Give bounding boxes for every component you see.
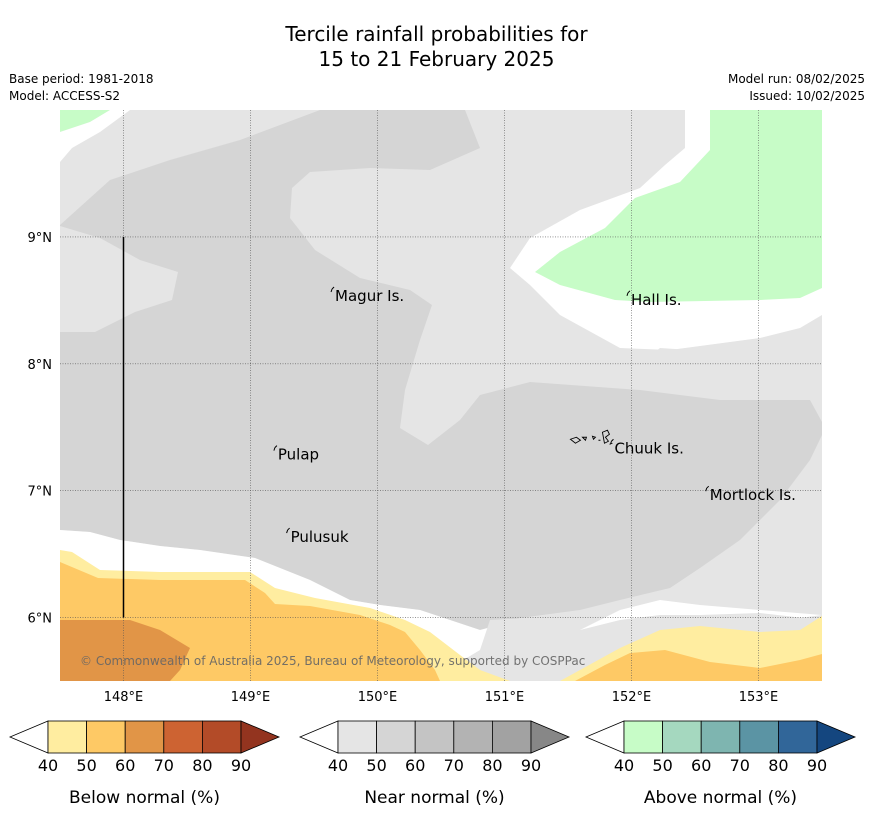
lon-tick-label: 151°E (485, 690, 525, 705)
colorbar-1: 40 50 60 70 80 90 Below normal (%) (8, 720, 281, 808)
island-marker (273, 445, 278, 451)
colorbar-under-arrow (8, 720, 49, 754)
axis-ticks-layer: 148°E 149°E 150°E 151°E 152°E 153°E 9°N 8°N 7°N 6… (28, 231, 779, 705)
colorbar-tick-label: 60 (691, 756, 711, 775)
lat-tick-label: 6°N (28, 612, 53, 627)
title-line-1: Tercile rainfall probabilities for (285, 22, 588, 46)
title-line-2: 15 to 21 February 2025 (318, 47, 555, 71)
colorbar-tick-label: 90 (521, 756, 541, 775)
colorbar-segment (337, 720, 377, 754)
colorbar-segment (86, 720, 126, 754)
lon-tick-label: 148°E (104, 690, 144, 705)
model-run: Model run: 08/02/2025 (727, 72, 865, 86)
white-gap-nw (60, 110, 130, 162)
colorbar-over-arrow (816, 720, 857, 754)
lon-tick-label: 153°E (739, 690, 779, 705)
island-marker (286, 527, 290, 534)
colorbar-tick-label: 50 (366, 756, 386, 775)
lat-tick-label: 8°N (28, 358, 53, 373)
colorbar-segment (453, 720, 493, 754)
colorbar-under-arrow (298, 720, 339, 754)
colorbar-over-arrow (530, 720, 571, 754)
island-label: Chuuk Is. (614, 439, 683, 457)
colorbar-segment (739, 720, 779, 754)
colorbar-tick-label: 40 (38, 756, 58, 775)
islands-layer: Magur Is. Hall Is. Pulap Chuuk Is. Mortlock … (273, 286, 796, 546)
island-marker (330, 286, 335, 293)
island-label: Pulusuk (291, 528, 349, 546)
colorbar-tick-label: 70 (444, 756, 464, 775)
colorbar-3: 40 50 60 70 80 90 Above normal (%) (584, 720, 857, 808)
colorbar-segment (163, 720, 203, 754)
island-label: Hall Is. (631, 291, 682, 309)
above-normal-region-ne (535, 110, 822, 302)
above-normal-region-nw (60, 110, 110, 132)
meta-left: Base period: 1981-2018 Model: ACCESS-S2 (9, 71, 154, 105)
base-period: Base period: 1981-2018 (9, 72, 154, 86)
colorbar-over-arrow (240, 720, 281, 754)
colorbar-tick-label: 80 (482, 756, 502, 775)
colorbar-tick-label: 70 (730, 756, 750, 775)
rainfall-map: Magur Is. Hall Is. Pulap Chuuk Is. Mortlock … (60, 110, 822, 681)
lon-tick-label: 152°E (612, 690, 652, 705)
colorbar-tick-label: 80 (768, 756, 788, 775)
lon-tick-label: 149°E (231, 690, 271, 705)
colorbar-segment (623, 720, 663, 754)
colorbar-segment (778, 720, 818, 754)
colorbar-segment (662, 720, 702, 754)
chuuk-lagoon-outline (569, 429, 613, 445)
colorbar-tick-label: 60 (405, 756, 425, 775)
lat-tick-label: 7°N (28, 485, 53, 500)
model-name: Model: ACCESS-S2 (9, 89, 121, 103)
colorbar-segment (414, 720, 455, 754)
island-label: Pulap (278, 446, 319, 464)
colorbar-tick-label: 80 (192, 756, 212, 775)
colorbar-tick-label: 90 (807, 756, 827, 775)
island-label: Mortlock Is. (710, 486, 796, 504)
meta-right: Model run: 08/02/2025 Issued: 10/02/2025 (728, 71, 865, 105)
colorbar-segment (491, 720, 532, 754)
colorbar-label: Below normal (%) (69, 788, 220, 808)
colorbar-segment (201, 720, 242, 754)
island-marker (705, 485, 710, 492)
colorbar-tick-label: 50 (652, 756, 672, 775)
colorbar-tick-label: 50 (76, 756, 96, 775)
colorbar-label: Above normal (%) (644, 788, 797, 808)
colorbar-tick-label: 60 (115, 756, 135, 775)
colorbar-tick-label: 40 (614, 756, 634, 775)
colorbar-segment (700, 720, 741, 754)
issued-date: Issued: 10/02/2025 (749, 89, 865, 103)
colorbar-segment (47, 720, 87, 754)
island-label: Magur Is. (335, 287, 404, 305)
colorbar-tick-label: 90 (231, 756, 251, 775)
colorbar-tick-label: 70 (154, 756, 174, 775)
colorbar-tick-label: 40 (328, 756, 348, 775)
colorbar-segment (376, 720, 416, 754)
lon-tick-label: 150°E (358, 690, 398, 705)
colorbar-2: 40 50 60 70 80 90 Near normal (%) (298, 720, 571, 808)
copyright-text: © Commonwealth of Australia 2025, Bureau… (80, 654, 585, 668)
lat-tick-label: 9°N (28, 231, 53, 246)
colorbar-legend: 40 50 60 70 80 90 Below normal (%) 40 50 60 70 80 90… (8, 720, 857, 808)
below-normal-50-region-se (575, 650, 822, 681)
colorbar-segment (124, 720, 165, 754)
colorbar-label: Near normal (%) (364, 788, 504, 808)
chart-title: Tercile rainfall probabilities for 15 to… (0, 22, 873, 72)
below-normal-60-region (60, 620, 190, 681)
island-marker (626, 290, 631, 296)
colorbar-under-arrow (584, 720, 625, 754)
